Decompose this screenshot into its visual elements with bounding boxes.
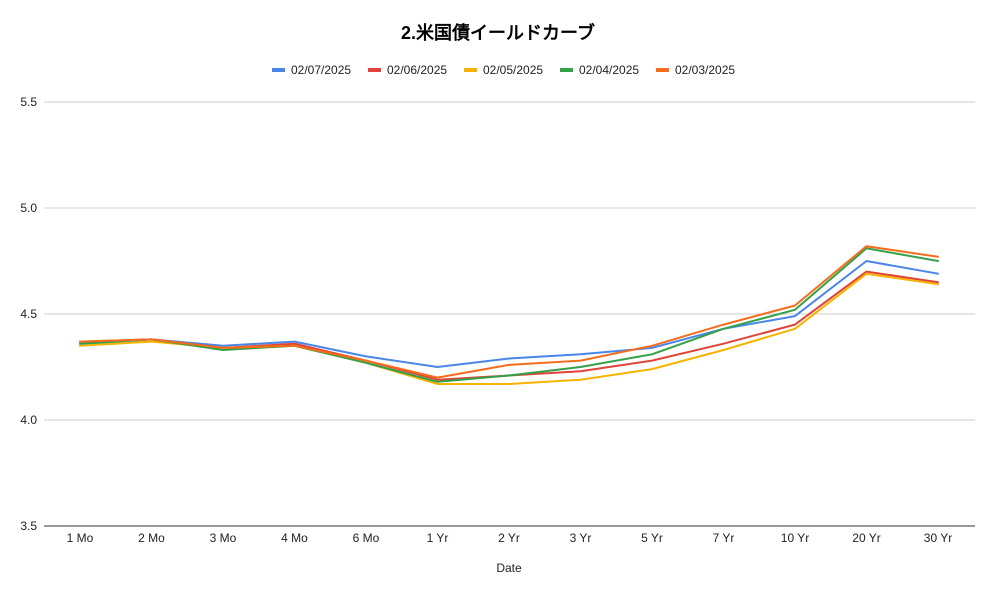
- gridlines: [44, 101, 975, 527]
- series-line-4: [79, 247, 939, 383]
- legend-swatch: [656, 68, 669, 72]
- x-tick-label: 3 Yr: [570, 531, 592, 545]
- legend-label: 02/07/2025: [291, 63, 351, 77]
- x-tick-label: 7 Yr: [713, 531, 735, 545]
- x-tick-label: 4 Mo: [281, 531, 308, 545]
- x-tick-label: 10 Yr: [781, 531, 809, 545]
- legend-swatch: [368, 68, 381, 72]
- x-tick-label: 20 Yr: [852, 531, 880, 545]
- legend-item-3: 02/05/2025: [464, 63, 543, 77]
- series-line-5: [79, 245, 939, 379]
- x-axis-ticks: 1 Mo 2 Mo 3 Mo 4 Mo 6 Mo 1 Yr 2 Yr 3 Yr 5 Yr 7 Yr…: [67, 531, 953, 545]
- y-axis-ticks: 3.5 4.0 4.5 5.0 5.5: [20, 95, 37, 533]
- y-tick-label: 5.5: [20, 95, 37, 109]
- legend: 02/07/2025 02/06/2025 02/05/2025 02/04/2025…: [272, 63, 735, 77]
- x-tick-label: 5 Yr: [641, 531, 663, 545]
- series-lines: [79, 245, 939, 385]
- legend-label: 02/05/2025: [483, 63, 543, 77]
- x-tick-label: 3 Mo: [210, 531, 237, 545]
- y-tick-label: 4.0: [20, 413, 37, 427]
- legend-item-4: 02/04/2025: [560, 63, 639, 77]
- x-tick-label: 2 Yr: [498, 531, 520, 545]
- legend-item-2: 02/06/2025: [368, 63, 447, 77]
- legend-item-1: 02/07/2025: [272, 63, 351, 77]
- x-axis-label: Date: [496, 561, 522, 575]
- legend-item-5: 02/03/2025: [656, 63, 735, 77]
- series-line-3: [79, 272, 939, 385]
- legend-label: 02/04/2025: [579, 63, 639, 77]
- y-tick-label: 4.5: [20, 307, 37, 321]
- legend-swatch: [464, 68, 477, 72]
- legend-label: 02/03/2025: [675, 63, 735, 77]
- y-tick-label: 5.0: [20, 201, 37, 215]
- legend-swatch: [560, 68, 573, 72]
- series-line-1: [79, 260, 939, 368]
- x-tick-label: 1 Yr: [427, 531, 449, 545]
- legend-swatch: [272, 68, 285, 72]
- y-tick-label: 3.5: [20, 519, 37, 533]
- series-line-2: [79, 270, 939, 381]
- x-tick-label: 6 Mo: [353, 531, 380, 545]
- legend-label: 02/06/2025: [387, 63, 447, 77]
- x-tick-label: 2 Mo: [138, 531, 165, 545]
- x-tick-label: 1 Mo: [67, 531, 94, 545]
- chart-title: 2.米国債イールドカーブ: [401, 22, 595, 43]
- x-tick-label: 30 Yr: [924, 531, 952, 545]
